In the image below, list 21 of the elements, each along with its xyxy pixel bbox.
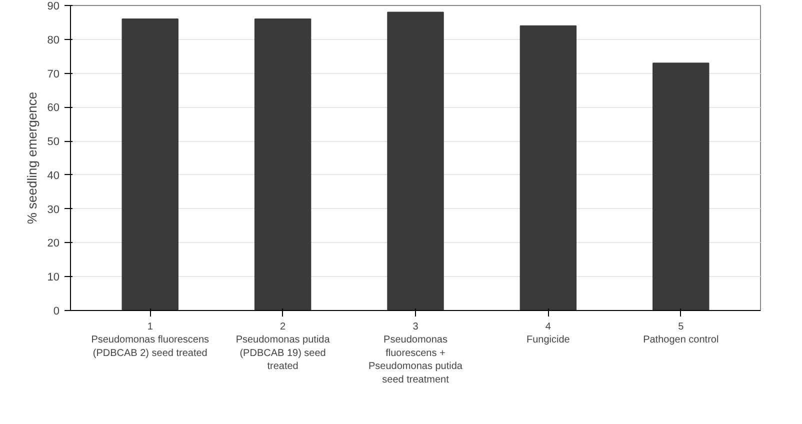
bar <box>387 12 444 310</box>
y-tick-label: 30 <box>47 204 60 216</box>
y-tick-label: 70 <box>47 68 60 80</box>
y-tick-label: 10 <box>47 272 60 284</box>
y-tick-label: 60 <box>47 102 60 114</box>
bar <box>254 18 312 310</box>
bar <box>122 18 178 310</box>
x-tick-label: 1 Pseudomonas fluorescens (PDBCAB 2) seed treated <box>91 322 210 359</box>
y-tick-label: 0 <box>53 306 60 318</box>
bar <box>652 62 710 310</box>
y-tick-label: 40 <box>47 170 60 182</box>
x-tick-label: 4 Fungicide <box>526 322 570 346</box>
bar <box>520 25 577 310</box>
y-tick-label: 20 <box>47 238 60 250</box>
y-axis-title: % seedling emergence <box>24 92 40 224</box>
x-tick-label: 5 Pathogen control <box>643 322 719 346</box>
y-tick-label: 90 <box>47 0 60 12</box>
x-tick-label: 2 Pseudomonas putida (PDBCAB 19) seed treated <box>236 322 330 372</box>
y-tick-label: 80 <box>47 34 60 46</box>
y-tick-label: 50 <box>47 136 60 148</box>
x-tick-label: 3 Pseudomonas fluorescens + Pseudomonas putida seed treatment <box>368 322 463 386</box>
